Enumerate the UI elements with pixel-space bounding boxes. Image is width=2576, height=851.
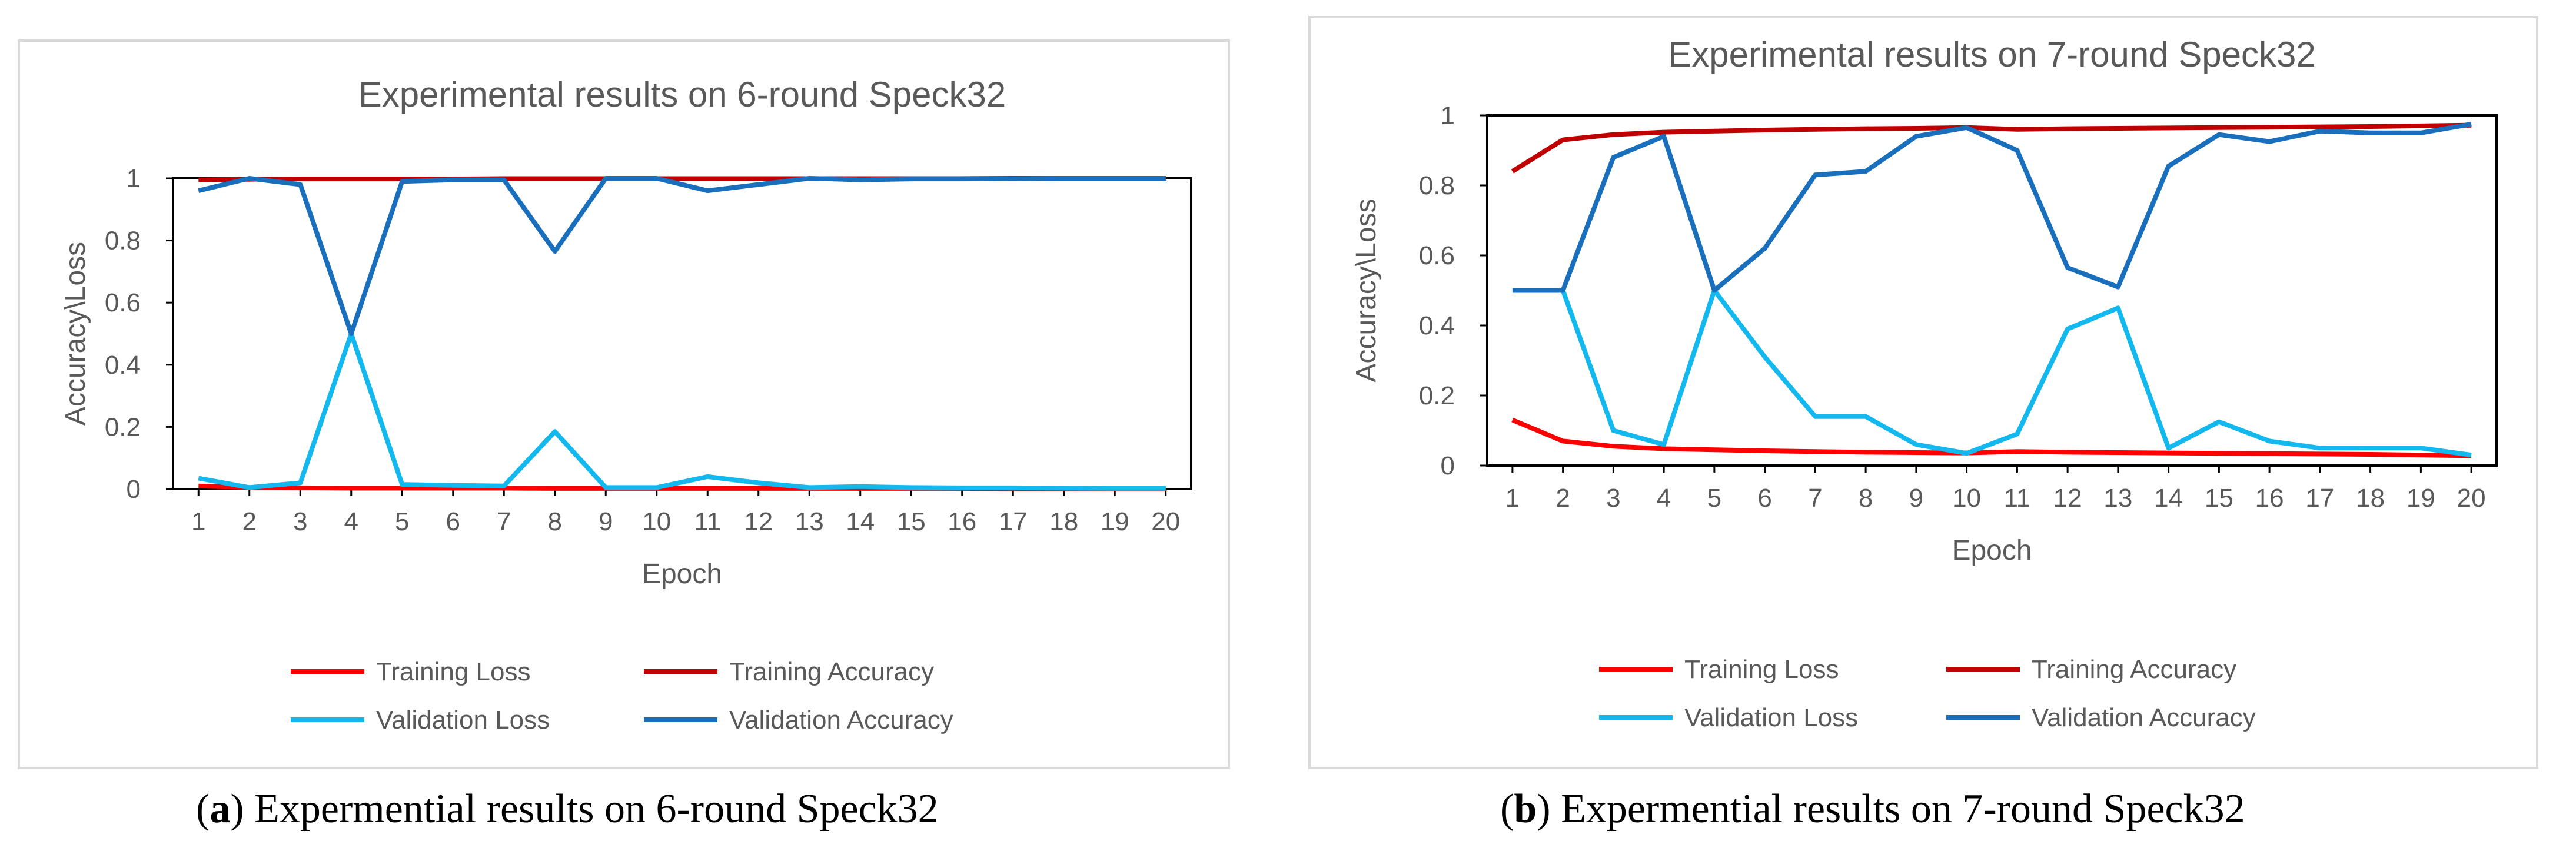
chart-b-x-axis-label: Epoch <box>1952 535 2032 566</box>
chart-a-y-tick-label: 0.2 <box>105 413 141 441</box>
caption-b-text: Expermential results on 7-round Speck32 <box>1550 786 2245 832</box>
chart-b-x-tick-label: 11 <box>2004 484 2031 513</box>
chart-b-x-tick-label: 10 <box>1952 484 1981 513</box>
caption-b: (b) Expermential results on 7-round Spec… <box>1500 786 2245 832</box>
chart-a-y-tick-label: 0.4 <box>105 351 141 380</box>
chart-b-y-tick-label: 0.6 <box>1419 241 1455 270</box>
chart-b-x-tick-label: 13 <box>2103 484 2132 513</box>
chart-a-y-tick-label: 1 <box>127 164 141 193</box>
chart-a-x-tick-label: 1 <box>191 507 205 536</box>
chart-a-y-axis-label: Accuracy\Loss <box>60 242 91 426</box>
chart-a-x-tick-label: 18 <box>1049 507 1078 536</box>
chart-b-series-line-training-loss <box>1511 417 2472 458</box>
chart-b-x-tick-label: 17 <box>2305 484 2334 513</box>
chart-a-x-tick-label: 20 <box>1151 507 1180 536</box>
chart-b-legend-label-validation-loss: Validation Loss <box>1684 703 1858 732</box>
chart-a-x-tick-label: 13 <box>795 507 824 536</box>
chart-a-legend-label-training-accuracy: Training Accuracy <box>729 657 934 686</box>
caption-a: (a) Expermential results on 6-round Spec… <box>196 786 939 832</box>
chart-b-plot-area <box>1486 114 2498 467</box>
chart-b-legend-label-training-loss: Training Loss <box>1684 655 1839 684</box>
chart-b-series-line-training-accuracy <box>1511 122 2472 174</box>
chart-a-x-tick-label: 19 <box>1101 507 1129 536</box>
chart-b-svg: Experimental results on 7-round Speck32 0… <box>1351 35 2498 732</box>
chart-a-x-tick-label: 17 <box>999 507 1028 536</box>
chart-panel-a: Experimental results on 6-round Speck32 0… <box>18 39 1230 769</box>
chart-b-legend-label-validation-accuracy: Validation Accuracy <box>2032 703 2256 732</box>
chart-a-y-tick-label: 0.8 <box>105 227 141 255</box>
chart-a-legend-label-validation-loss: Validation Loss <box>376 706 550 734</box>
chart-a-x-tick-label: 7 <box>497 507 511 536</box>
chart-a-x-tick-label: 14 <box>846 507 875 536</box>
chart-b-x-tick-label: 18 <box>2356 484 2385 513</box>
chart-b-x-tick-label: 15 <box>2205 484 2233 513</box>
chart-b-series-line-validation-accuracy <box>1512 121 2472 293</box>
chart-a-series-line-validation-accuracy <box>198 176 1166 336</box>
chart-b-x-tick-label: 19 <box>2407 484 2435 513</box>
chart-a-x-tick-label: 2 <box>242 507 257 536</box>
caption-b-label: b <box>1514 786 1537 832</box>
chart-b-x-tick-label: 20 <box>2457 484 2486 513</box>
chart-b-x-tick-label: 3 <box>1606 484 1620 513</box>
chart-a-y-tick-label: 0.6 <box>105 288 141 317</box>
chart-b-x-tick-label: 5 <box>1707 484 1721 513</box>
chart-b-y-axis-label: Accuracy\Loss <box>1351 198 1382 382</box>
chart-a-x-tick-label: 16 <box>948 507 976 536</box>
chart-b-x-tick-label: 12 <box>2053 484 2082 513</box>
chart-b-y-tick-label: 0.4 <box>1419 311 1455 340</box>
chart-a-x-tick-label: 11 <box>694 507 721 536</box>
chart-b-x-tick-label: 16 <box>2255 484 2284 513</box>
chart-a-legend-label-training-loss: Training Loss <box>376 657 531 686</box>
chart-a-x-tick-label: 12 <box>744 507 773 536</box>
chart-a-plot-area <box>172 177 1192 490</box>
chart-b-x-tick-label: 6 <box>1757 484 1771 513</box>
chart-b-x-tick-label: 4 <box>1657 484 1671 513</box>
chart-a-x-tick-label: 6 <box>446 507 460 536</box>
chart-b-title: Experimental results on 7-round Speck32 <box>1668 35 2316 74</box>
chart-b-y-tick-label: 0.2 <box>1419 381 1455 410</box>
chart-a-x-tick-label: 15 <box>897 507 926 536</box>
chart-b-series-line-validation-loss <box>1512 288 2472 458</box>
chart-b-x-tick-label: 14 <box>2154 484 2183 513</box>
chart-a-x-tick-label: 10 <box>642 507 671 536</box>
chart-a-x-tick-label: 8 <box>548 507 562 536</box>
caption-a-text: Expermential results on 6-round Speck32 <box>244 786 939 832</box>
caption-a-label: a <box>210 786 231 832</box>
chart-b-y-tick-label: 1 <box>1441 101 1455 130</box>
chart-a-y-tick-label: 0 <box>127 475 141 504</box>
chart-a-x-tick-label: 4 <box>344 507 358 536</box>
chart-b-x-tick-label: 1 <box>1505 484 1520 513</box>
chart-a-x-tick-label: 9 <box>599 507 613 536</box>
chart-b-y-tick-label: 0 <box>1441 451 1455 480</box>
chart-a-series-line-validation-loss <box>198 331 1166 491</box>
chart-b-x-tick-label: 7 <box>1808 484 1822 513</box>
chart-b-x-tick-label: 8 <box>1859 484 1873 513</box>
chart-a-x-tick-label: 3 <box>293 507 307 536</box>
chart-b-x-tick-label: 9 <box>1909 484 1923 513</box>
chart-a-x-axis-label: Epoch <box>642 559 722 590</box>
chart-b-y-tick-label: 0.8 <box>1419 171 1455 200</box>
chart-a-legend-label-validation-accuracy: Validation Accuracy <box>729 706 953 734</box>
chart-a-x-tick-label: 5 <box>395 507 409 536</box>
chart-b-legend-label-training-accuracy: Training Accuracy <box>2032 655 2236 684</box>
chart-a-svg: Experimental results on 6-round Speck32 0… <box>60 75 1192 734</box>
chart-a-title: Experimental results on 6-round Speck32 <box>358 75 1006 114</box>
chart-panel-b: Experimental results on 7-round Speck32 0… <box>1308 16 2538 769</box>
chart-b-x-tick-label: 2 <box>1555 484 1570 513</box>
